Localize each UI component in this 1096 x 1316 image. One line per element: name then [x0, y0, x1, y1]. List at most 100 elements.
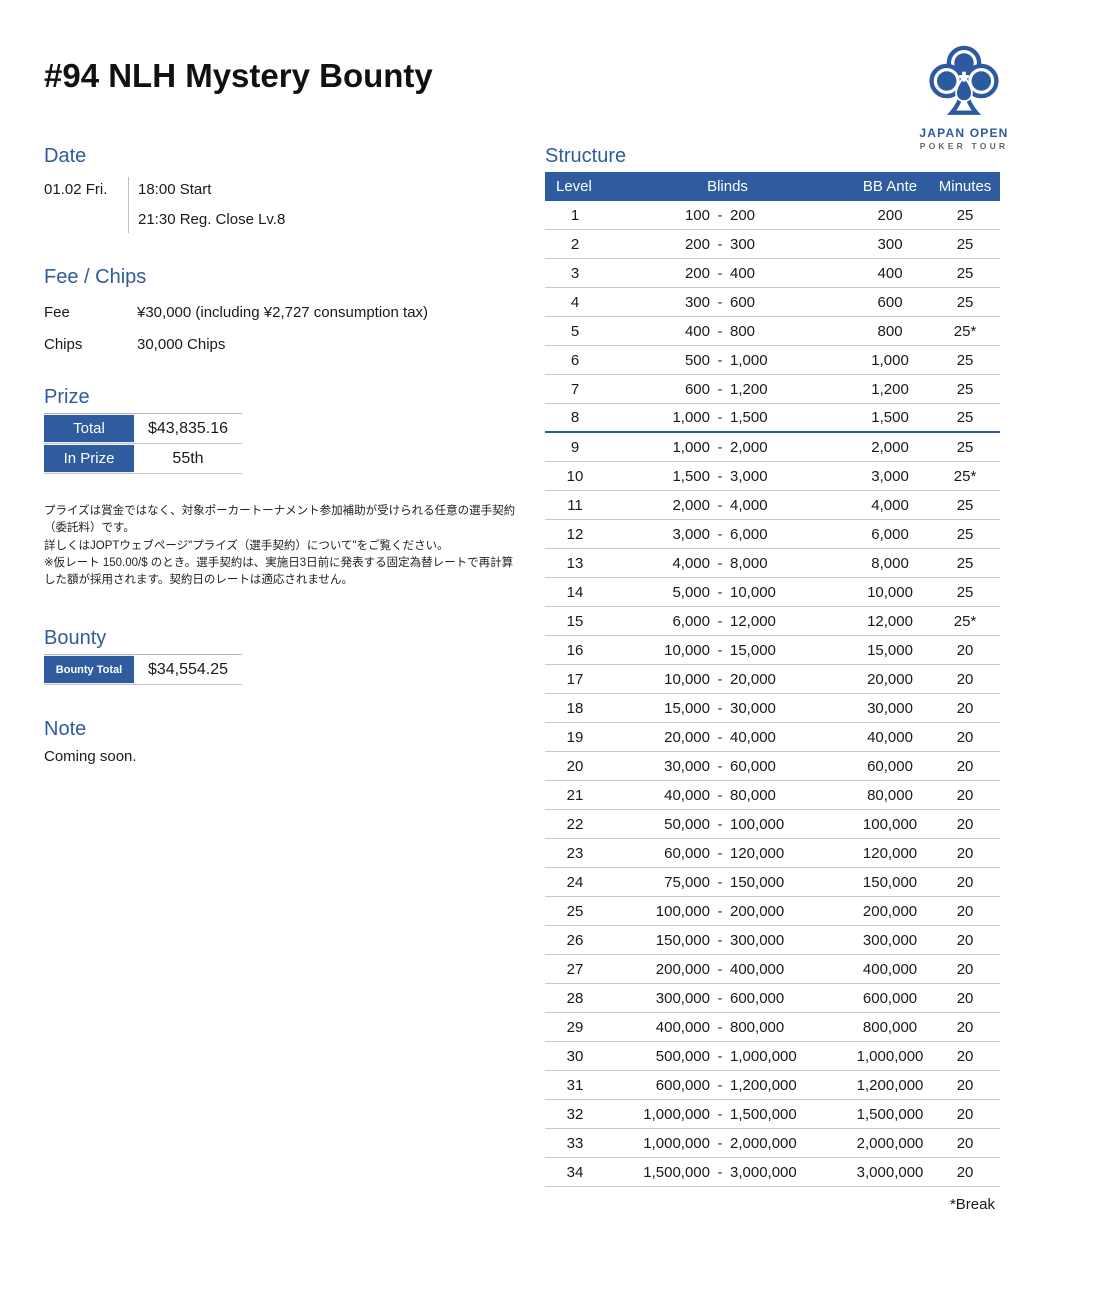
structure-cell-level: 11	[545, 491, 605, 520]
structure-cell-min: 25	[930, 549, 1001, 578]
structure-cell-ante: 400	[850, 259, 931, 288]
structure-cell-dash: -	[710, 317, 730, 346]
structure-cell-dash: -	[710, 984, 730, 1013]
structure-cell-min: 20	[930, 839, 1001, 868]
note-section: Note Coming soon.	[44, 717, 514, 765]
structure-cell-level: 13	[545, 549, 605, 578]
structure-row: 10 1,500-3,000 3,000 25*	[545, 462, 1001, 491]
in-prize-row: In Prize 55th	[44, 444, 242, 474]
structure-cell-bb: 3,000	[730, 462, 851, 491]
structure-cell-min: 20	[930, 926, 1001, 955]
structure-cell-ante: 1,000,000	[850, 1042, 931, 1071]
bounty-total-value: $34,554.25	[147, 660, 229, 678]
structure-cell-level: 19	[545, 723, 605, 752]
structure-cell-bb: 600,000	[730, 984, 851, 1013]
structure-cell-min: 20	[930, 752, 1001, 781]
structure-cell-level: 6	[545, 346, 605, 375]
structure-cell-bb: 1,200,000	[730, 1071, 851, 1100]
structure-row: 28 300,000-600,000 600,000 20	[545, 984, 1001, 1013]
fee-chips-heading: Fee / Chips	[44, 266, 147, 288]
structure-cell-min: 20	[930, 1042, 1001, 1071]
structure-cell-level: 21	[545, 781, 605, 810]
structure-cell-sb: 60,000	[605, 839, 710, 868]
structure-cell-min: 25	[930, 230, 1001, 259]
structure-cell-bb: 200,000	[730, 897, 851, 926]
date-heading: Date	[44, 145, 87, 167]
structure-cell-min: 20	[930, 694, 1001, 723]
date-times: 18:00 Start 21:30 Reg. Close Lv.8	[129, 175, 285, 235]
structure-cell-sb: 200	[605, 259, 710, 288]
structure-cell-level: 29	[545, 1013, 605, 1042]
structure-cell-min: 20	[930, 1013, 1001, 1042]
disclaimer-line-1: プライズは賞金ではなく、対象ポーカートーナメント参加補助が受けられる任意の選手契…	[44, 505, 516, 535]
date-body: 01.02 Fri. 18:00 Start 21:30 Reg. Close …	[44, 175, 514, 235]
chips-row: Chips 30,000 Chips	[44, 328, 514, 360]
structure-cell-level: 33	[545, 1129, 605, 1158]
structure-cell-bb: 800	[730, 317, 851, 346]
structure-row: 4 300-600 600 25	[545, 288, 1001, 317]
structure-cell-sb: 4,000	[605, 549, 710, 578]
structure-cell-sb: 20,000	[605, 723, 710, 752]
structure-cell-bb: 20,000	[730, 665, 851, 694]
structure-cell-bb: 1,200	[730, 375, 851, 404]
structure-cell-ante: 1,200,000	[850, 1071, 931, 1100]
structure-cell-bb: 100,000	[730, 810, 851, 839]
structure-cell-sb: 1,000,000	[605, 1100, 710, 1129]
structure-cell-level: 2	[545, 230, 605, 259]
structure-cell-bb: 120,000	[730, 839, 851, 868]
structure-cell-ante: 1,500,000	[850, 1100, 931, 1129]
structure-cell-level: 24	[545, 868, 605, 897]
structure-cell-level: 15	[545, 607, 605, 636]
structure-cell-level: 26	[545, 926, 605, 955]
structure-cell-bb: 150,000	[730, 868, 851, 897]
structure-cell-bb: 6,000	[730, 520, 851, 549]
structure-cell-sb: 100,000	[605, 897, 710, 926]
in-prize-value: 55th	[172, 449, 204, 467]
structure-cell-dash: -	[710, 1100, 730, 1129]
structure-cell-level: 27	[545, 955, 605, 984]
structure-cell-min: 25	[930, 346, 1001, 375]
structure-cell-ante: 200	[850, 201, 931, 230]
prize-total-label: Total	[44, 414, 134, 443]
fee-label: Fee	[44, 303, 70, 321]
structure-row: 31 600,000-1,200,000 1,200,000 20	[545, 1071, 1001, 1100]
structure-cell-min: 25	[930, 433, 1001, 462]
structure-row: 8 1,000-1,500 1,500 25	[545, 404, 1001, 433]
structure-row: 14 5,000-10,000 10,000 25	[545, 578, 1001, 607]
structure-cell-level: 25	[545, 897, 605, 926]
structure-cell-dash: -	[710, 549, 730, 578]
structure-section: Structure Level Blinds BB Ante Minutes 1…	[545, 144, 1001, 1213]
prize-section: Prize Total $43,835.16 In Prize 55th	[44, 385, 514, 474]
column-header-blinds: Blinds	[605, 172, 851, 201]
structure-row: 2 200-300 300 25	[545, 230, 1001, 259]
structure-cell-dash: -	[710, 926, 730, 955]
structure-cell-sb: 75,000	[605, 868, 710, 897]
structure-cell-bb: 200	[730, 201, 851, 230]
structure-row: 3 200-400 400 25	[545, 259, 1001, 288]
structure-cell-sb: 300	[605, 288, 710, 317]
structure-cell-level: 1	[545, 201, 605, 230]
structure-cell-ante: 120,000	[850, 839, 931, 868]
structure-cell-dash: -	[710, 607, 730, 636]
structure-row: 24 75,000-150,000 150,000 20	[545, 868, 1001, 897]
structure-cell-sb: 1,000	[605, 404, 710, 433]
structure-cell-ante: 8,000	[850, 549, 931, 578]
date-divider	[128, 177, 129, 233]
prize-total-row: Total $43,835.16	[44, 414, 242, 444]
structure-cell-min: 20	[930, 781, 1001, 810]
structure-cell-ante: 20,000	[850, 665, 931, 694]
structure-cell-level: 22	[545, 810, 605, 839]
structure-cell-dash: -	[710, 1042, 730, 1071]
structure-cell-min: 20	[930, 1158, 1001, 1187]
structure-cell-ante: 150,000	[850, 868, 931, 897]
structure-cell-level: 31	[545, 1071, 605, 1100]
structure-row: 33 1,000,000-2,000,000 2,000,000 20	[545, 1129, 1001, 1158]
structure-row: 7 600-1,200 1,200 25	[545, 375, 1001, 404]
club-drop-icon	[929, 45, 999, 115]
structure-cell-bb: 40,000	[730, 723, 851, 752]
structure-row: 11 2,000-4,000 4,000 25	[545, 491, 1001, 520]
structure-cell-level: 32	[545, 1100, 605, 1129]
structure-cell-level: 34	[545, 1158, 605, 1187]
page-title: #94 NLH Mystery Bounty	[44, 57, 433, 94]
structure-cell-bb: 8,000	[730, 549, 851, 578]
